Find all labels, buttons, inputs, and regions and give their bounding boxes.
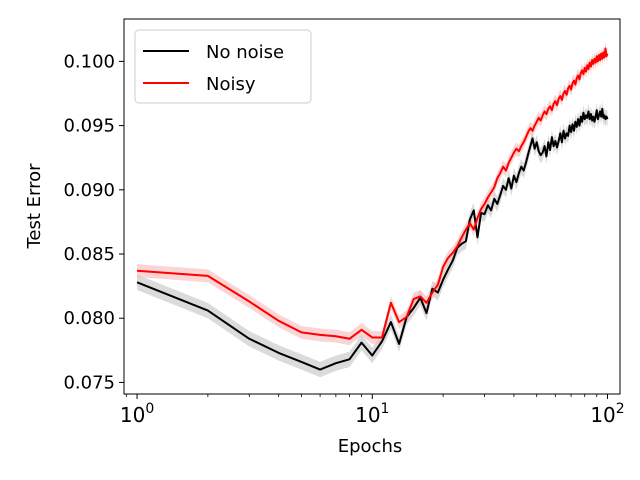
y-axis-ticks: 0.075 0.080 0.085 0.090 0.095 0.100 bbox=[63, 51, 124, 393]
series-line-noisy bbox=[136, 47, 609, 340]
y-tick-label: 0.085 bbox=[63, 244, 115, 265]
series-line-no-noise bbox=[136, 107, 609, 371]
x-axis-label: Epochs bbox=[338, 436, 403, 457]
x-axis-ticks: 100 101 102 bbox=[120, 394, 625, 427]
y-tick-label: 0.090 bbox=[63, 180, 115, 201]
x-tick-label: 101 bbox=[355, 401, 389, 427]
y-tick-label: 0.075 bbox=[63, 372, 115, 393]
y-tick-label: 0.100 bbox=[63, 51, 115, 72]
legend-label-noisy: Noisy bbox=[206, 74, 256, 95]
y-tick-label: 0.095 bbox=[63, 116, 115, 137]
x-tick-label: 100 bbox=[120, 401, 154, 427]
y-tick-label: 0.080 bbox=[63, 308, 115, 329]
legend: No noise Noisy bbox=[134, 29, 312, 104]
x-tick-label: 102 bbox=[590, 401, 624, 427]
legend-label-no-noise: No noise bbox=[206, 42, 284, 63]
confidence-bands bbox=[137, 42, 608, 378]
legend-box bbox=[134, 29, 312, 104]
y-axis-label: Test Error bbox=[24, 163, 45, 250]
band-no-noise bbox=[137, 101, 608, 378]
series-lines bbox=[136, 47, 609, 371]
